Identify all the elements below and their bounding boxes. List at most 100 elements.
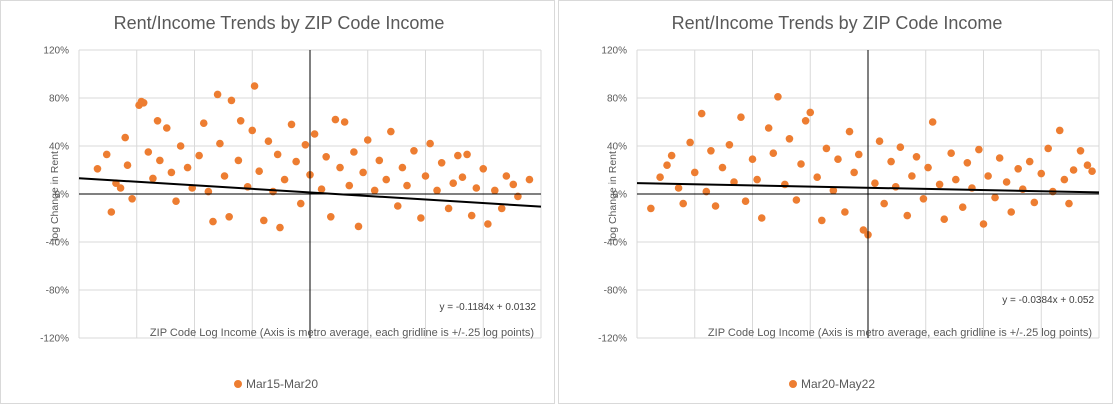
- scatter-point: [891, 183, 900, 191]
- scatter-point: [912, 153, 921, 161]
- scatter-point: [975, 145, 983, 154]
- scatter-point: [935, 180, 944, 189]
- scatter-point: [359, 168, 367, 177]
- y-tick-label: -80%: [46, 286, 69, 297]
- scatter-point: [769, 149, 778, 157]
- scatter-point: [1044, 144, 1052, 153]
- scatter-point: [928, 118, 937, 126]
- scatter-point: [467, 211, 476, 220]
- scatter-point: [1060, 175, 1069, 184]
- scatter-point: [1076, 147, 1085, 155]
- scatter-points: [647, 93, 1096, 239]
- scatter-point: [273, 150, 282, 159]
- scatter-point: [525, 175, 534, 184]
- scatter-point: [667, 151, 676, 160]
- scatter-point: [144, 148, 153, 156]
- scatter-point: [426, 139, 434, 148]
- scatter-point: [940, 215, 949, 223]
- scatter-point: [871, 179, 879, 187]
- trendline-equation: y = -0.1184x + 0.0132: [439, 302, 536, 313]
- scatter-point: [903, 211, 912, 220]
- scatter-point: [225, 213, 233, 221]
- trendline-equation: y = -0.0384x + 0.052: [1002, 295, 1094, 306]
- y-tick-label: 40%: [49, 142, 69, 153]
- scatter-point: [310, 130, 319, 138]
- scatter-point: [730, 178, 738, 186]
- scatter-point: [663, 161, 671, 169]
- scatter-point: [280, 175, 289, 184]
- y-tick-label: -80%: [604, 286, 627, 297]
- axes: [637, 50, 1099, 338]
- scatter-point: [195, 151, 203, 160]
- scatter-point: [345, 181, 354, 190]
- scatter-point: [829, 186, 838, 195]
- trendline-line: [78, 177, 542, 208]
- scatter-point: [1088, 167, 1096, 175]
- scatter-point: [690, 168, 699, 177]
- scatter-point: [292, 157, 300, 166]
- scatter-point: [947, 149, 955, 157]
- scatter-point: [264, 137, 273, 145]
- scatter-point: [822, 144, 831, 153]
- scatter-point: [340, 118, 349, 126]
- scatter-point: [444, 204, 453, 213]
- y-tick-label: 0%: [55, 190, 70, 201]
- scatter-point: [1014, 165, 1022, 173]
- scatter-point: [375, 156, 384, 165]
- scatter-point: [656, 173, 664, 181]
- scatter-point: [718, 163, 727, 172]
- scatter-point: [433, 186, 441, 195]
- scatter-point: [458, 173, 467, 181]
- scatter-point: [176, 142, 185, 150]
- scatter-point: [449, 179, 458, 187]
- scatter-point: [234, 156, 243, 165]
- y-tick-labels: 120% 80% 40% 0% -40% -80% -120%: [40, 46, 69, 345]
- chart-title: Rent/Income Trends by ZIP Code Income: [672, 13, 1003, 33]
- scatter-point: [227, 96, 236, 105]
- scatter-point: [1069, 166, 1078, 174]
- scatter-point: [236, 117, 245, 125]
- scatter-point: [880, 199, 888, 208]
- y-tick-labels: 120% 80% 40% 0% -40% -80% -120%: [598, 46, 627, 345]
- trendline: [78, 177, 542, 208]
- scatter-point: [326, 213, 335, 221]
- scatter-point: [896, 143, 905, 151]
- scatter-point: [276, 223, 284, 232]
- scatter-point: [502, 172, 511, 180]
- scatter-point: [220, 172, 229, 180]
- y-tick-label: -120%: [40, 334, 69, 345]
- scatter-point: [248, 126, 257, 135]
- scatter-point: [1007, 208, 1016, 216]
- scatter-points: [93, 82, 534, 232]
- trendline-line: [636, 182, 1100, 194]
- scatter-point: [1030, 198, 1039, 207]
- scatter-point: [350, 148, 358, 156]
- scatter-point: [255, 167, 263, 175]
- scatter-point: [116, 184, 125, 192]
- scatter-point: [845, 127, 854, 136]
- scatter-point: [128, 195, 136, 203]
- scatter-point: [995, 154, 1004, 162]
- scatter-point: [850, 168, 858, 177]
- scatter-point: [437, 159, 446, 167]
- scatter-point: [963, 159, 972, 167]
- scatter-point: [287, 120, 296, 129]
- scatter-point: [149, 174, 157, 183]
- scatter-point: [737, 113, 745, 121]
- scatter-point: [463, 150, 471, 159]
- scatter-point: [674, 184, 683, 192]
- scatter-point: [107, 208, 116, 216]
- legend-label: Mar20-May22: [801, 377, 875, 391]
- scatter-point: [484, 220, 492, 228]
- scatter-point: [818, 216, 826, 225]
- scatter-point: [167, 168, 176, 177]
- scatter-point: [792, 196, 801, 204]
- scatter-point: [156, 156, 164, 165]
- scatter-point: [697, 109, 706, 118]
- scatter-point: [398, 163, 407, 172]
- scatter-point: [748, 155, 757, 163]
- scatter-point: [887, 157, 895, 166]
- scatter-point: [172, 197, 180, 205]
- scatter-point: [813, 173, 821, 181]
- y-tick-label: -40%: [46, 238, 69, 249]
